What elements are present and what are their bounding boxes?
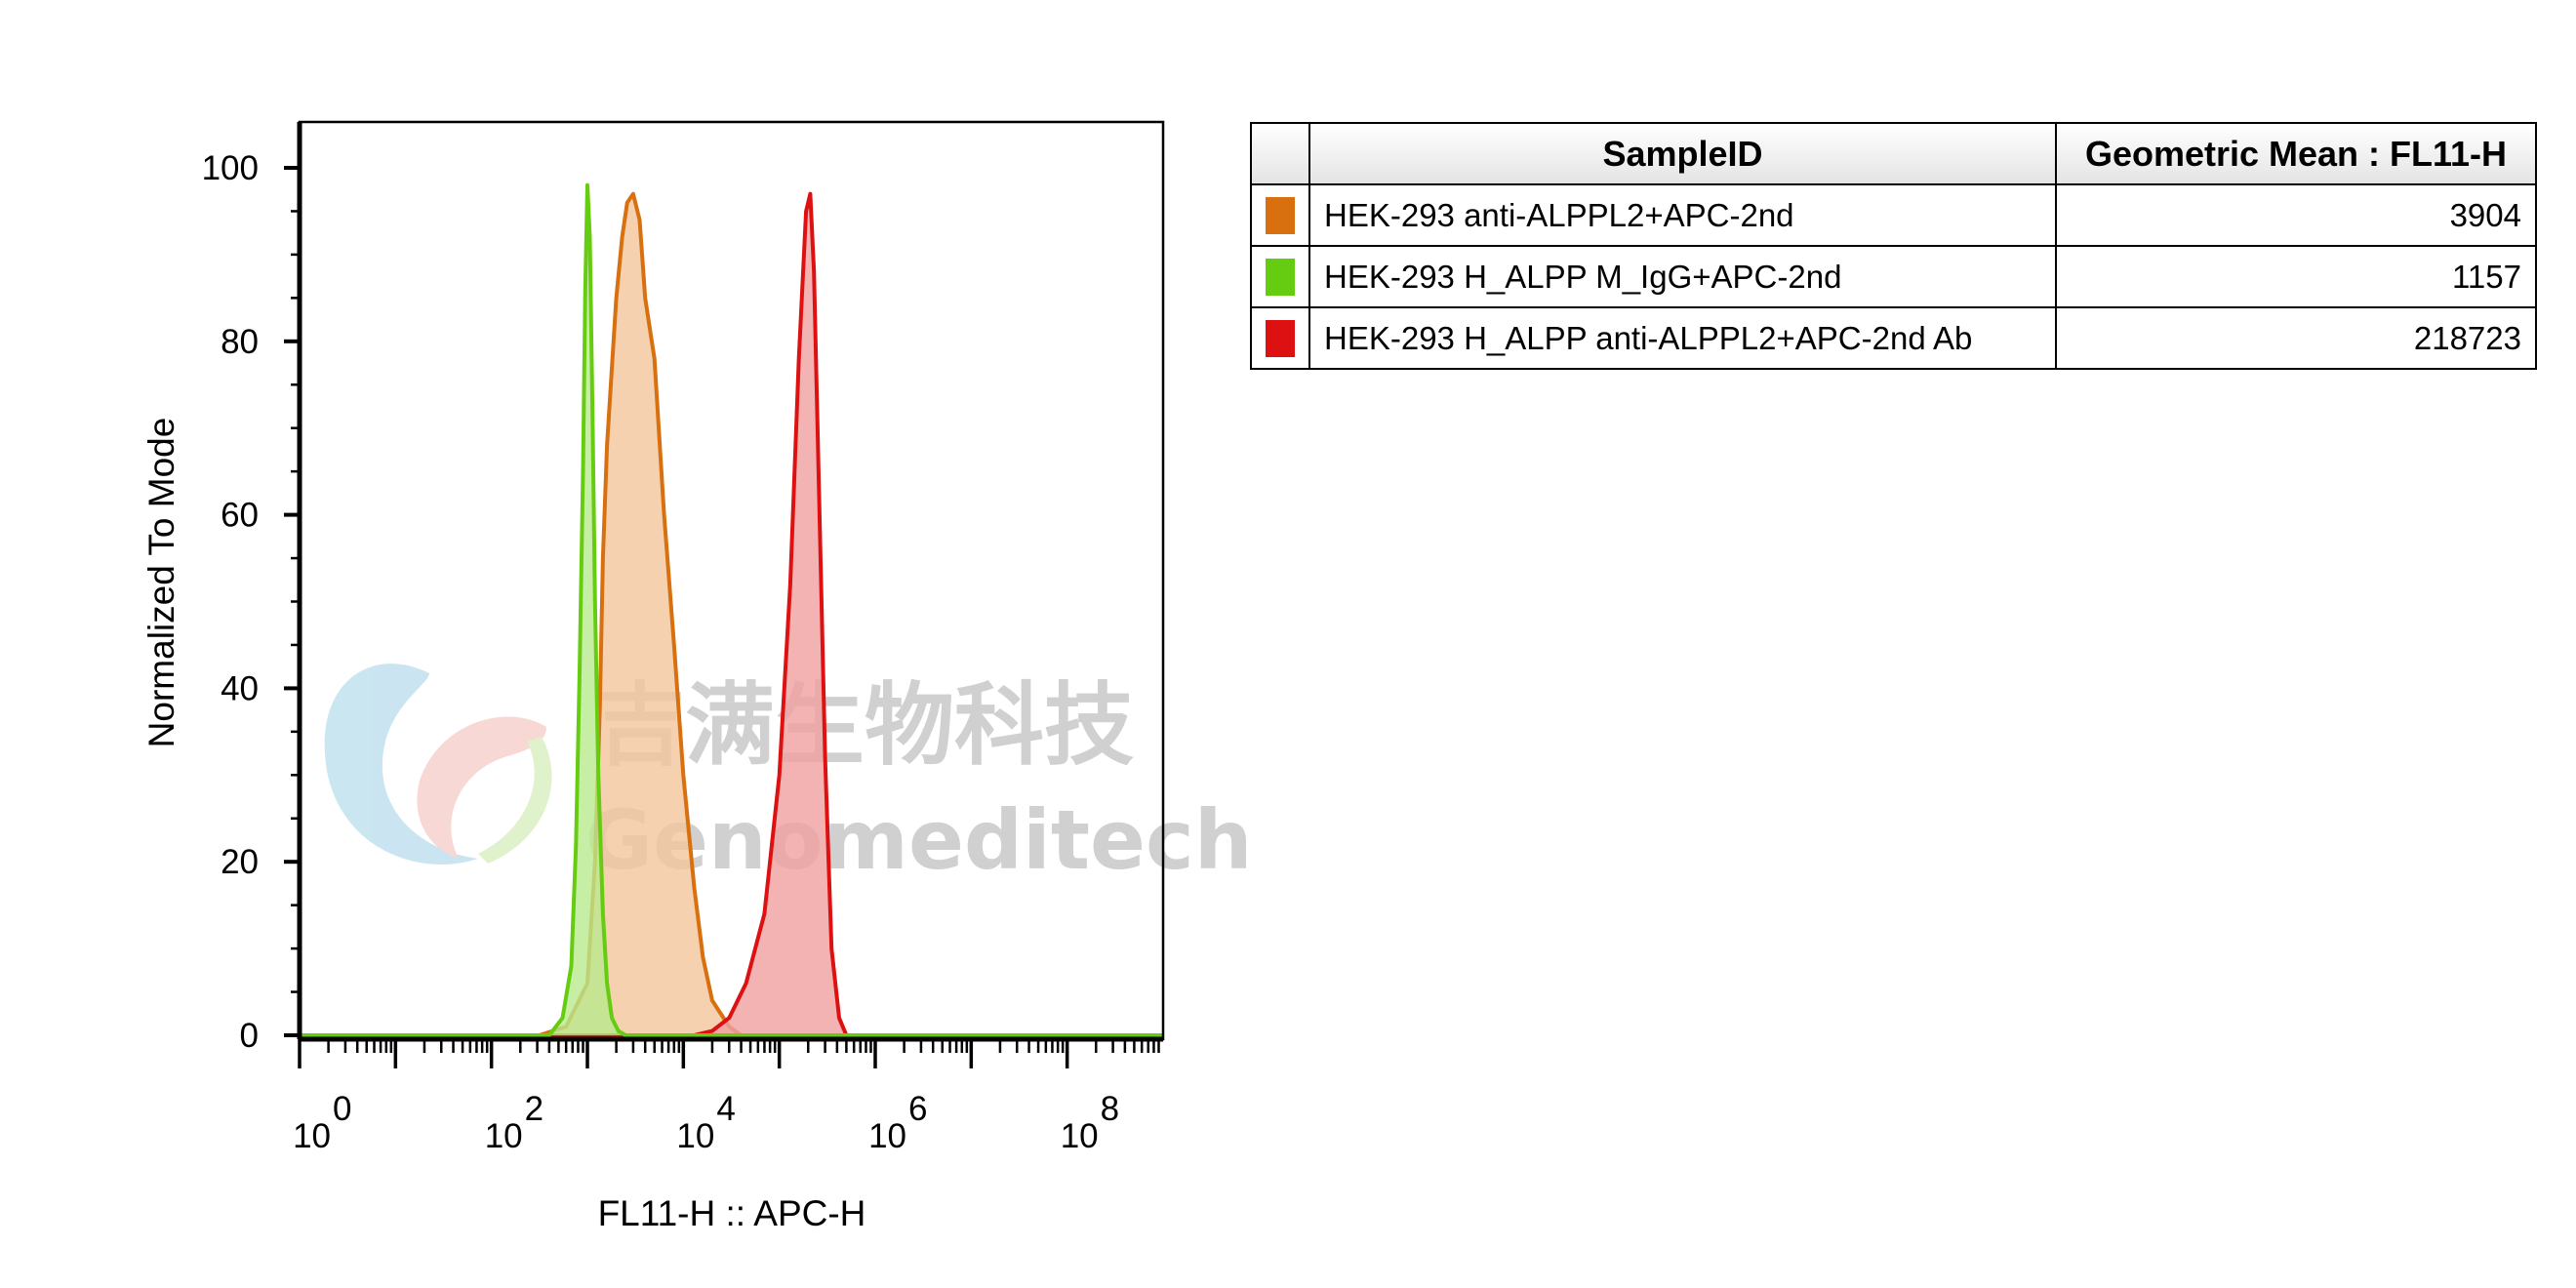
x-tick-label-base: 10 [676,1117,714,1155]
x-tick-label-base: 10 [1061,1117,1099,1155]
legend-geomean-value: 1157 [2055,245,2537,308]
x-tick-label-exponent: 8 [1101,1090,1119,1128]
series-fill-1 [300,184,1163,1036]
watermark-logo [324,664,552,865]
watermark-logo-green-helix [478,737,552,864]
series-layer [300,182,1163,1037]
watermark-chinese-text: 吉满生物科技 [595,673,1134,778]
legend-row: HEK-293 anti-ALPPL2+APC-2nd 3904 [1250,183,2537,247]
legend-table: SampleID Geometric Mean : FL11-H HEK-293… [1250,122,2537,370]
legend-header-swatch [1250,122,1310,185]
series-line-1 [300,182,1163,1037]
legend-geomean-value: 3904 [2055,183,2537,247]
y-tick-label: 60 [221,497,259,535]
legend-row: HEK-293 H_ALPP anti-ALPPL2+APC-2nd Ab 21… [1250,306,2537,370]
watermark-latin-text: Genomeditech [585,792,1253,888]
watermark-logo-red-swirl [417,716,546,859]
legend-geomean-value: 218723 [2055,306,2537,370]
series-fill-0 [300,193,1163,1035]
legend-header-geomean: Geometric Mean : FL11-H [2055,122,2537,185]
legend-row: HEK-293 H_ALPP M_IgG+APC-2nd 1157 [1250,245,2537,308]
y-tick-label: 80 [221,323,259,361]
plot-frame [298,120,1165,1041]
y-tick-label: 100 [202,149,259,187]
y-axis-title: Normalized To Mode [141,418,181,748]
legend-sample-id: HEK-293 H_ALPP M_IgG+APC-2nd [1308,245,2057,308]
series-fill-2 [300,193,1163,1035]
x-tick-label-base: 10 [485,1117,523,1155]
x-tick-label-exponent: 4 [716,1090,735,1128]
legend-header-row: SampleID Geometric Mean : FL11-H [1250,122,2537,185]
legend-header-sampleid: SampleID [1308,122,2057,185]
series-line-0 [300,191,1163,1037]
legend-sample-id: HEK-293 anti-ALPPL2+APC-2nd [1308,183,2057,247]
legend-swatch-green [1266,258,1295,296]
x-tick-label-base: 10 [293,1117,331,1155]
watermark-logo-blue-swirl [324,664,478,865]
series-line-2 [300,191,1163,1037]
x-tick-label-exponent: 6 [908,1090,927,1128]
x-axis-title: FL11-H :: APC-H [598,1193,866,1233]
y-tick-label: 20 [221,843,259,881]
legend-swatch-red [1266,319,1295,357]
y-tick-label: 0 [240,1017,259,1055]
x-tick-label-exponent: 0 [333,1090,351,1128]
legend-swatch-orange [1266,196,1295,234]
x-tick-label-exponent: 2 [525,1090,543,1128]
y-tick-label: 40 [221,669,259,707]
x-tick-label-base: 10 [868,1117,906,1155]
legend-sample-id: HEK-293 H_ALPP anti-ALPPL2+APC-2nd Ab [1308,306,2057,370]
